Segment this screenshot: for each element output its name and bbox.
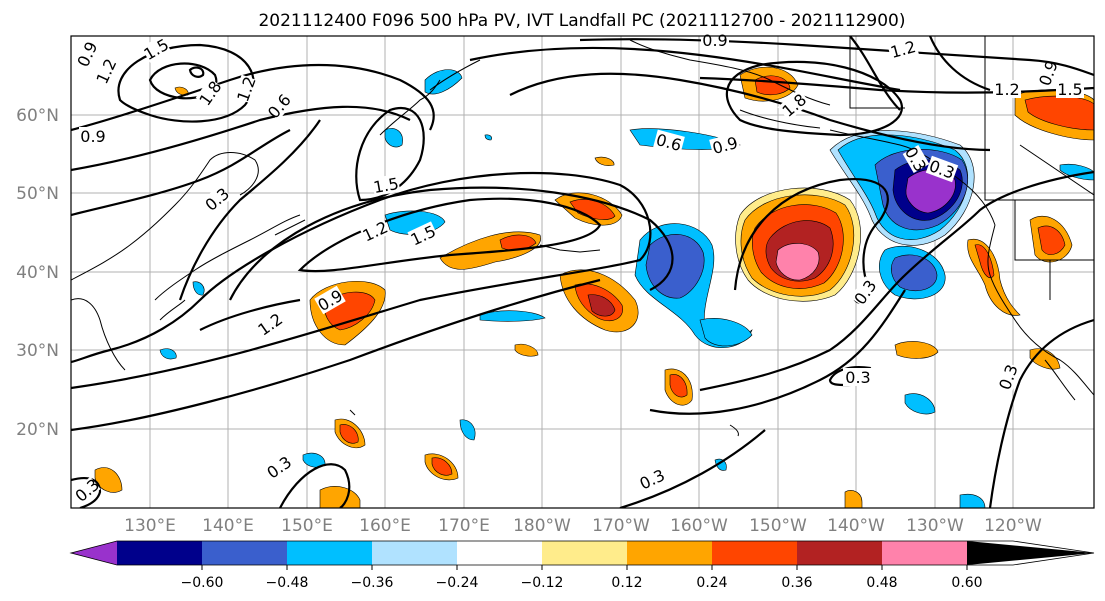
contour-label: 0.9 xyxy=(80,127,105,146)
colorbar-tick-label: 0.36 xyxy=(781,575,812,591)
map-panel: 0.9 1.5 1.2 1.8 1.2 0.6 0.9 0.3 1.5 1.2 … xyxy=(70,31,1095,509)
colorbar-tick-label: 0.48 xyxy=(866,575,897,591)
lon-label: 130°E xyxy=(124,516,176,536)
colorbar-segment xyxy=(712,541,797,565)
lon-label: 160°W xyxy=(670,516,728,536)
lat-label: 50°N xyxy=(16,184,59,204)
colorbar-segment xyxy=(542,541,627,565)
colorbar-segment xyxy=(117,541,202,565)
colorbar-segment xyxy=(797,541,882,565)
colorbar-segment xyxy=(882,541,967,565)
colorbar-segment xyxy=(372,541,457,565)
longitude-labels: 130°E 140°E 150°E 160°E 170°E 180°W 170°… xyxy=(124,516,1042,536)
contour-label: 0.9 xyxy=(702,31,727,50)
lat-label: 60°N xyxy=(16,106,59,126)
lon-label: 140°W xyxy=(827,516,885,536)
contour-label: 0.3 xyxy=(845,368,870,387)
lat-label: 40°N xyxy=(16,263,59,283)
lon-label: 150°E xyxy=(281,516,333,536)
colorbar-segment xyxy=(202,541,287,565)
map-frame xyxy=(70,35,1095,509)
colorbar-tick-label: −0.12 xyxy=(521,575,564,591)
map-title: 2021112400 F096 500 hPa PV, IVT Landfall… xyxy=(258,11,905,31)
colorbar-tick-label: −0.36 xyxy=(351,575,394,591)
lon-label: 120°W xyxy=(984,516,1042,536)
colorbar-ticks xyxy=(201,565,968,570)
lon-label: 150°W xyxy=(749,516,807,536)
colorbar-tick-label: 0.12 xyxy=(611,575,642,591)
lon-label: 130°W xyxy=(906,516,964,536)
colorbar-segment xyxy=(967,541,1094,565)
lon-label: 160°E xyxy=(359,516,411,536)
colorbar-tick-label: −0.24 xyxy=(436,575,479,591)
latitude-labels: 60°N 50°N 40°N 30°N 20°N xyxy=(16,106,59,440)
contour-label: 1.5 xyxy=(372,174,400,197)
pv-contours xyxy=(71,36,1094,508)
lon-label: 170°E xyxy=(438,516,490,536)
colorbar-tick-label: 0.60 xyxy=(951,575,982,591)
colorbar-outline xyxy=(69,540,1095,566)
lon-label: 140°E xyxy=(202,516,254,536)
colorbar-segment xyxy=(627,541,712,565)
colorbar-segment xyxy=(71,541,117,565)
lon-label: 170°W xyxy=(592,516,650,536)
colorbar-segment xyxy=(287,541,372,565)
lat-label: 20°N xyxy=(16,420,59,440)
contour-label: 1.2 xyxy=(994,80,1019,99)
contour-label: 1.5 xyxy=(1057,80,1082,99)
colorbar-tick-label: −0.60 xyxy=(181,575,224,591)
colorbar: −0.60 −0.48 −0.36 −0.24 −0.12 0.12 0.24 … xyxy=(69,540,1095,591)
colorbar-segment xyxy=(457,541,542,565)
colorbar-tick-label: 0.24 xyxy=(696,575,727,591)
lon-label: 180°W xyxy=(513,516,571,536)
lat-label: 30°N xyxy=(16,341,59,361)
colorbar-tick-label: −0.48 xyxy=(266,575,309,591)
